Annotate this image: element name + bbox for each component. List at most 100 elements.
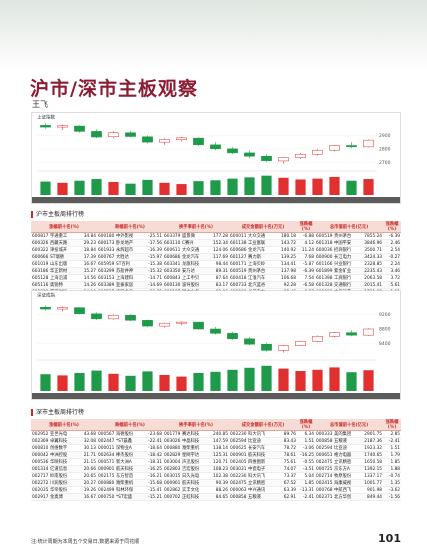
volume-bar	[346, 372, 357, 391]
table-cell: 603110	[163, 239, 181, 247]
table-cell: 600666	[31, 253, 49, 261]
table-cell: 000880	[97, 479, 115, 487]
table-cell: 177.28	[209, 232, 230, 240]
y-tick-label: 8400	[379, 341, 391, 347]
table-cell: 永辉超市	[115, 246, 143, 254]
table-cell: 航天科技	[247, 451, 276, 459]
table-cell: 601138	[229, 239, 248, 247]
table-cell: 科大讯飞	[247, 472, 276, 480]
table-cell: 000901	[97, 465, 115, 473]
y-tick-label: 2800	[379, 146, 391, 152]
table-cell: -15.32	[143, 267, 163, 275]
table-cell: 600171	[229, 260, 248, 268]
table-cell: -14.69	[143, 281, 163, 289]
table-cell: 宇通重工	[49, 232, 77, 240]
volume-bar	[312, 369, 323, 391]
table-cell: 601328	[315, 281, 334, 289]
table-row: 002035 华帝股份 19.26 002499 科林环保 -15.41 002862 实丰文…	[31, 486, 402, 494]
table-cell: 5.61	[383, 281, 402, 289]
table-cell: 1337.17	[361, 472, 384, 480]
candle-body	[91, 131, 102, 138]
table-cell: 上海建科	[115, 274, 143, 282]
table-cell: 1740.65	[361, 451, 384, 459]
table-cell: 工商银行	[333, 274, 362, 282]
table-cell: 601318	[315, 239, 334, 247]
table-row: 002369 卓翼科技 32.08 002447 *ST晨鑫 -22.41 003026 中晶…	[31, 437, 402, 445]
table-row: 605128 上海沿浦 14.56 603153 上海建科 -14.71 600843 上工申…	[31, 274, 402, 282]
table-cell: 3500.71	[361, 246, 384, 254]
table-cell: *ST宏盛	[115, 493, 143, 501]
table-cell: 长江电力	[333, 253, 362, 261]
section-title: 深市主板周排行榜	[31, 409, 84, 416]
table-cell: 000042	[31, 451, 49, 459]
volume-bar	[193, 373, 204, 391]
y-tick-label: 2700	[379, 160, 391, 166]
table-cell: 603379	[163, 232, 181, 240]
table-cell: -13.31	[297, 486, 316, 494]
table-cell: 1650.58	[361, 458, 384, 466]
table-cell: -18.31	[143, 458, 163, 466]
table-cell: 000901	[229, 451, 248, 459]
column-header: 成交金额前十名(万元)	[229, 419, 298, 431]
table-cell: 125.31	[209, 451, 230, 459]
table-cell: 中瓷电子	[247, 465, 276, 473]
table-cell: 1392.15	[361, 465, 384, 473]
table-cell: 600326	[31, 239, 49, 247]
candle-body	[57, 307, 68, 310]
volume-bar	[176, 376, 187, 391]
table-cell: 深物业A	[115, 444, 143, 452]
table-cell: 600733	[229, 281, 248, 289]
candle-body	[108, 314, 119, 320]
table-cell: 7.68	[297, 253, 316, 261]
table-cell: 92.28	[275, 281, 298, 289]
volume-bar	[329, 367, 340, 391]
table-cell: 星网宇达	[181, 451, 209, 459]
table-cell: 1.79	[383, 451, 402, 459]
table-cell: 航天科技	[181, 479, 209, 487]
candle-body	[57, 125, 68, 128]
table-cell: -17.56	[143, 239, 163, 247]
table-cell: 138.14	[209, 444, 230, 452]
table-cell: 002230	[229, 430, 248, 438]
table-cell: -15.41	[143, 486, 163, 494]
table-cell: 中航西飞	[333, 486, 362, 494]
volume-bar	[295, 179, 306, 195]
table-cell: 108.23	[209, 465, 230, 473]
table-cell: 002475	[229, 479, 248, 487]
candle-body	[278, 345, 289, 351]
table-cell: 152.34	[209, 239, 230, 247]
table-cell: 600900	[315, 253, 334, 261]
table-cell: -16.21	[143, 472, 163, 480]
table-cell: 中兴通讯	[247, 486, 276, 494]
table-cell: 000702	[163, 493, 181, 501]
table-cell: 五粮液	[247, 493, 276, 501]
table-cell: 美的集团	[333, 430, 362, 438]
table-cell: 600130	[163, 281, 181, 289]
table-cell: 600519	[315, 232, 334, 240]
table-cell: 001314	[31, 465, 49, 473]
table-cell: 000858	[229, 493, 248, 501]
table-cell: -6.39	[297, 267, 316, 275]
volume-bar	[176, 184, 187, 195]
volume-bar	[108, 181, 119, 195]
volume-bar	[125, 375, 136, 391]
table-cell: 000768	[315, 486, 334, 494]
table-cell: ST瑞德	[49, 253, 77, 261]
table-cell: 137.98	[275, 267, 298, 275]
candle-body	[40, 307, 51, 310]
table-cell: 18.84	[77, 246, 97, 254]
table-cell: 潍柴重机	[115, 479, 143, 487]
table-cell: -16.25	[297, 451, 316, 459]
page-number: 101	[378, 532, 401, 545]
table-cell: 海德股份	[115, 430, 143, 438]
table-row: 600326 西藏天路 29.23 600173 卧龙地产 -17.56 603110 C赛兴…	[31, 239, 402, 247]
candle-body	[227, 333, 238, 340]
table-cell: 3.72	[383, 274, 402, 282]
candle-body	[227, 148, 238, 154]
table-cell: 2187.36	[361, 437, 384, 445]
table-row: 600666 ST瑞德 17.39 600767 大胜达 -15.97 600686 金龙汽车…	[31, 253, 402, 261]
table-cell: 棒杰股份	[115, 451, 143, 459]
table-cell: 亚振家居	[115, 281, 143, 289]
candle-body	[261, 343, 272, 351]
table-cell: -15.68	[143, 479, 163, 487]
